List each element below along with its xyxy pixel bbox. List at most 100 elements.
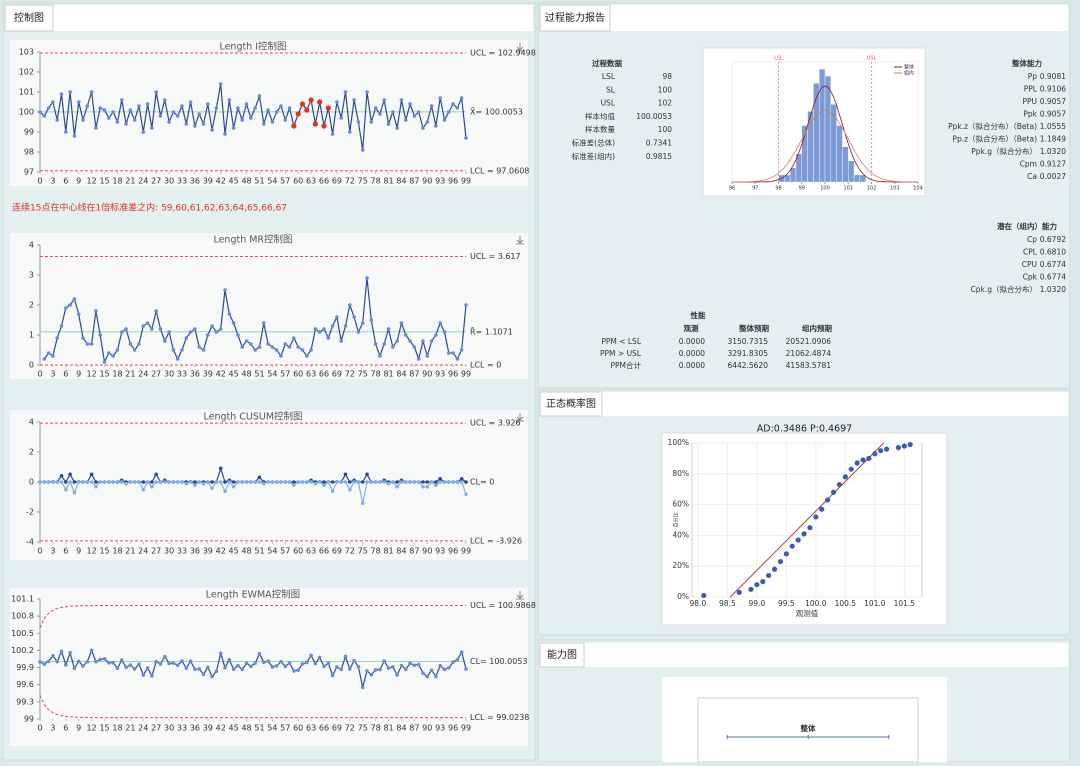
download-icon[interactable]	[516, 43, 524, 52]
x-tick-label: 78	[371, 547, 381, 556]
point	[244, 661, 249, 666]
point	[68, 303, 72, 307]
x-tick-label: 51	[254, 370, 264, 379]
x-tick-label: 57	[280, 177, 290, 186]
x-tick-label: 75	[358, 177, 368, 186]
point	[777, 558, 784, 565]
point	[141, 673, 146, 677]
point	[339, 339, 344, 343]
point	[214, 480, 219, 484]
point	[399, 98, 404, 102]
x-tick-label: 84	[396, 177, 406, 186]
point	[55, 118, 60, 122]
point	[150, 484, 154, 489]
point	[42, 662, 47, 666]
point	[68, 90, 72, 94]
point	[395, 480, 399, 484]
x-tick-label: 3	[50, 724, 55, 733]
row-value: 0.6774	[1040, 260, 1066, 269]
x-tick-label: 72	[345, 547, 355, 556]
point	[240, 480, 245, 484]
x-tick-label: 30	[164, 547, 174, 556]
point	[141, 480, 146, 484]
point	[335, 480, 339, 484]
legend-label: 整体	[904, 64, 914, 71]
tab[interactable]	[539, 642, 585, 668]
x-tick-label: 36	[190, 724, 200, 733]
limit-label: LCL = -3.926	[470, 536, 522, 545]
chart-box	[662, 677, 947, 762]
point	[214, 106, 219, 110]
point	[446, 480, 451, 484]
row-value: 98	[662, 72, 672, 81]
x-tick-label: 42	[216, 547, 226, 556]
chart-title: Length I控制图	[219, 41, 286, 53]
point	[94, 126, 98, 130]
point	[72, 134, 77, 138]
panel-header	[540, 5, 1068, 31]
x-tick-label: 98.0	[690, 599, 707, 608]
x-tick-label: 81	[383, 370, 393, 379]
fit-line	[729, 442, 885, 598]
download-icon[interactable]	[516, 413, 524, 422]
point	[343, 472, 348, 477]
point	[81, 336, 85, 340]
tab[interactable]	[539, 4, 611, 32]
point	[442, 118, 447, 122]
point	[464, 480, 468, 484]
point	[408, 480, 412, 484]
point	[244, 339, 249, 343]
point	[348, 303, 352, 307]
point	[425, 674, 430, 679]
point	[391, 665, 395, 669]
download-icon[interactable]	[516, 591, 524, 600]
point	[81, 664, 85, 668]
row-label: 样本数量	[585, 124, 615, 134]
point	[416, 110, 421, 114]
x-tick-label: 90	[422, 547, 432, 556]
point	[312, 121, 318, 127]
point	[128, 480, 133, 484]
chart-box	[10, 233, 528, 379]
point	[330, 324, 335, 328]
row-value: 0.6792	[1040, 235, 1066, 244]
point	[55, 659, 60, 664]
point	[459, 348, 464, 352]
point	[240, 345, 245, 349]
point	[64, 663, 68, 667]
point	[352, 480, 356, 484]
x-tick-label: 51	[254, 177, 264, 186]
cell: 0.0000	[679, 337, 705, 346]
download-icon[interactable]	[516, 236, 524, 245]
point	[459, 96, 464, 100]
row-label: Ppk.z（拟合分布）（Beta)	[948, 121, 1037, 131]
x-tick-label: 15	[99, 370, 109, 379]
row-value: 1.1849	[1040, 135, 1066, 144]
tab[interactable]	[539, 391, 603, 417]
x-tick-label: 72	[345, 724, 355, 733]
point	[274, 110, 279, 114]
point	[223, 288, 227, 292]
point	[395, 484, 399, 489]
x-tick-label: 54	[267, 724, 277, 733]
x-tick-label: 39	[203, 724, 213, 733]
point	[81, 118, 85, 122]
point	[253, 106, 257, 110]
x-tick-label: 42	[216, 177, 226, 186]
x-tick-label: 99.0	[749, 599, 766, 608]
point	[218, 651, 223, 656]
y-tick-label: 100.2	[11, 646, 34, 655]
point	[46, 659, 51, 664]
point	[145, 321, 150, 325]
row-value: 0.9815	[646, 152, 672, 161]
point	[98, 333, 103, 337]
point	[309, 480, 313, 484]
x-tick-label: 69	[332, 547, 342, 556]
point	[102, 656, 107, 661]
tab[interactable]	[4, 4, 54, 32]
point	[326, 336, 331, 340]
point	[154, 90, 158, 94]
point	[266, 659, 270, 663]
point	[339, 116, 344, 120]
